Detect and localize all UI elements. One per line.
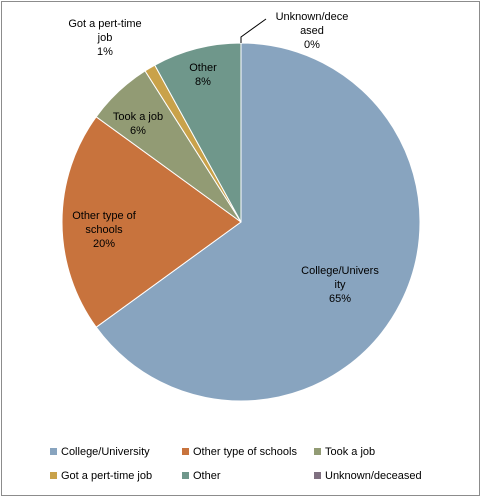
chart-legend: College/University Other type of schools T…: [50, 446, 422, 482]
legend-label-other: Other: [193, 470, 221, 482]
data-label-other: Other 8%: [189, 62, 217, 88]
pie-slice-other-type-of-schools: [61, 116, 242, 328]
data-label-got-a-pert-time-job: Got a pert-time job 1%: [68, 18, 141, 58]
data-label-took-a-job: Took a job 6%: [113, 111, 163, 137]
pie-slices: [61, 42, 421, 402]
pie-slice-college-university: [95, 42, 421, 402]
legend-swatch-other-type-of-schools: [182, 448, 189, 455]
pie-slice-other: [154, 42, 242, 223]
legend-label-took-a-job: Took a job: [325, 446, 375, 458]
legend-swatch-got-a-pert-time-job: [50, 472, 57, 479]
legend-swatch-unknown-deceased: [314, 472, 321, 479]
legend-swatch-other: [182, 472, 189, 479]
legend-label-other-type-of-schools: Other type of schools: [193, 446, 297, 458]
pie-data-labels: College/Univers ity 65% Other type of school…: [68, 11, 379, 305]
legend-swatch-college-university: [50, 448, 57, 455]
data-label-college-university: College/Univers ity 65%: [301, 265, 379, 305]
legend-label-unknown-deceased: Unknown/deceased: [325, 470, 422, 482]
data-label-unknown-deceased: Unknown/dece ased 0%: [276, 11, 349, 51]
legend-label-college-university: College/University: [61, 446, 150, 458]
data-label-other-type-of-schools: Other type of schools 20%: [72, 210, 137, 250]
leader-line-unknown-deceased: [240, 18, 267, 43]
legend-swatch-took-a-job: [314, 448, 321, 455]
legend-label-got-a-pert-time-job: Got a pert-time job: [61, 470, 152, 482]
